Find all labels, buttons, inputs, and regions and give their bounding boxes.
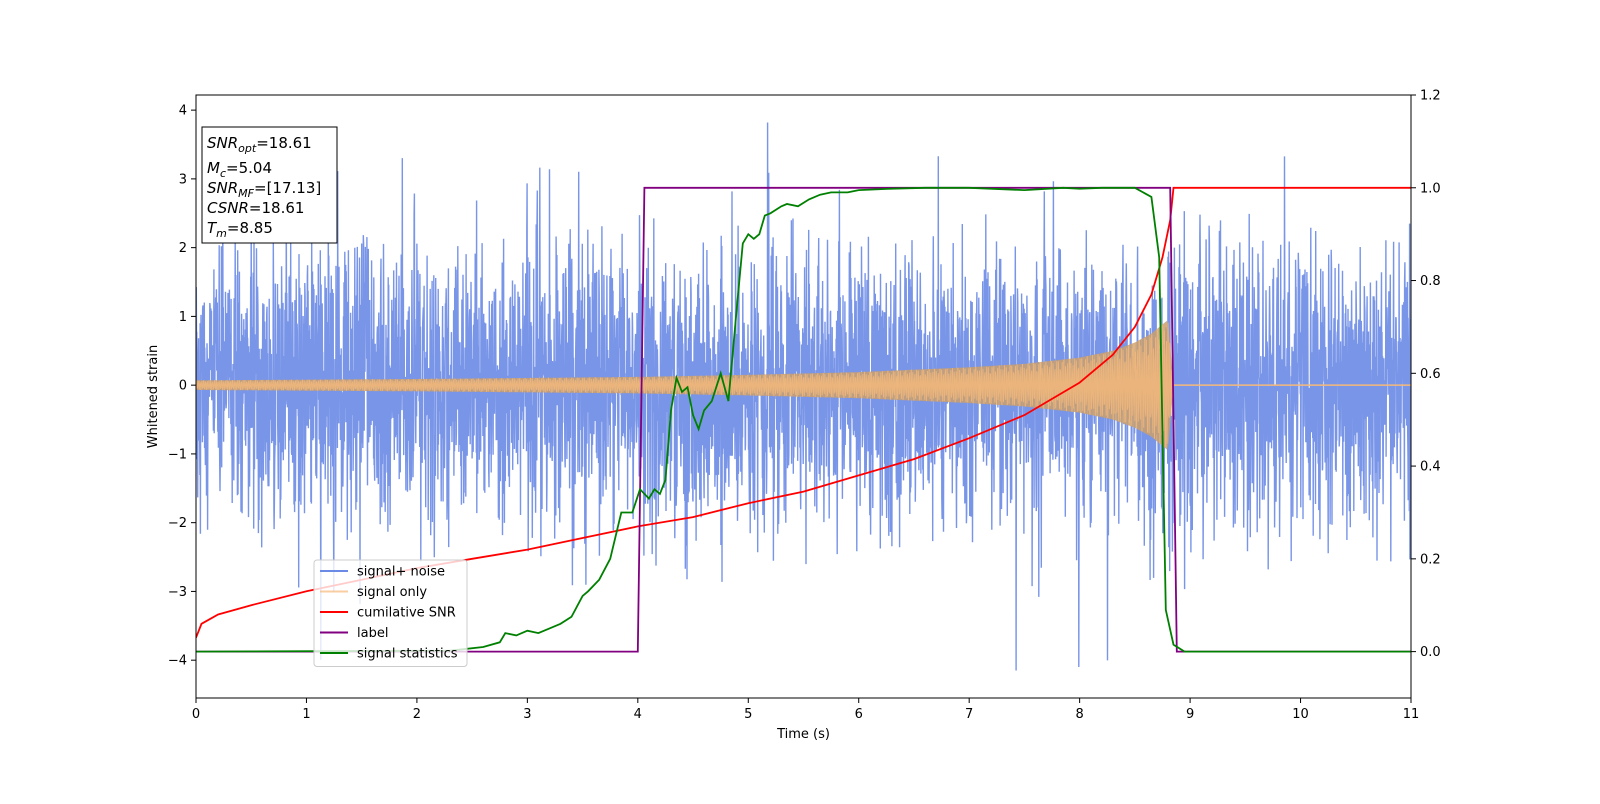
x-tick-label: 2 [413,707,421,722]
y2-tick-label: 0.0 [1420,645,1441,660]
x-axis-label: Time (s) [776,727,830,742]
y-tick-label: 2 [179,241,187,256]
y-axis-label: Whitened strain [146,345,161,448]
y2-tick-label: 1.2 [1420,89,1441,104]
x-tick-label: 3 [523,707,531,722]
plot-frame [195,94,1412,699]
info-line-2: Mc=5.04 [207,159,272,180]
x-tick-label: 5 [744,707,752,722]
x-tick-label: 9 [1186,707,1194,722]
y-tick-label: −3 [168,585,187,600]
info-box: SNRopt=18.61 Mc=5.04SNRMF=[17.13]CSNR=18.… [201,126,338,244]
y-tick-label: 1 [179,310,187,325]
series-signal-only-oscillation [196,322,1174,448]
y2-tick-label: 0.6 [1420,367,1441,382]
series-signal-statistics [196,186,1411,653]
x-tick-label: 7 [965,707,973,722]
info-line-3: SNRMF=[17.13] [207,179,321,200]
y2-tick-label: 0.8 [1420,274,1441,289]
y-tick-label: 4 [179,104,187,119]
signal-layer [196,320,1411,450]
x-tick-label: 4 [634,707,642,722]
legend-signal-plus-noise: signal+ noise [357,565,445,580]
legend-signal-statistics: signal statistics [357,647,458,662]
x-tick-label: 6 [855,707,863,722]
legend-signal-only: signal only [357,585,427,600]
info-line-5: Tm=8.85 [207,219,273,240]
legend-box [313,559,468,667]
y2-tick-label: 0.4 [1420,460,1441,475]
legend-label: label [357,626,388,641]
x-tick-label: 0 [192,707,200,722]
x-tick-label: 1 [302,707,310,722]
series-signal-plus-noise [196,122,1411,671]
noise-layer [196,122,1411,671]
legend: signal+ noise signal only cumilative SNR la… [313,559,468,667]
ticks-layer: 0 1 2 3 4 5 6 7 8 9 10 11 −4 −3 −2 −1 0 1 2 3 4 0.0 0.2 0.4 0.6 0… [168,89,1441,723]
y-tick-label: 3 [179,172,187,187]
x-tick-label: 11 [1403,707,1420,722]
legend-cumulative-snr: cumilative SNR [357,606,456,621]
info-line-4: CSNR=18.61 [207,199,304,217]
info-line-1: SNRopt=18.61 [207,134,312,155]
y2-tick-label: 0.2 [1420,552,1441,567]
y-tick-label: −1 [168,447,187,462]
y-tick-label: −2 [168,516,187,531]
x-tick-label: 8 [1075,707,1083,722]
y2-tick-label: 1.0 [1420,181,1441,196]
x-tick-label: 10 [1292,707,1309,722]
y-tick-label: 0 [179,379,187,394]
info-box-frame [201,126,338,244]
y-tick-label: −4 [168,654,187,669]
